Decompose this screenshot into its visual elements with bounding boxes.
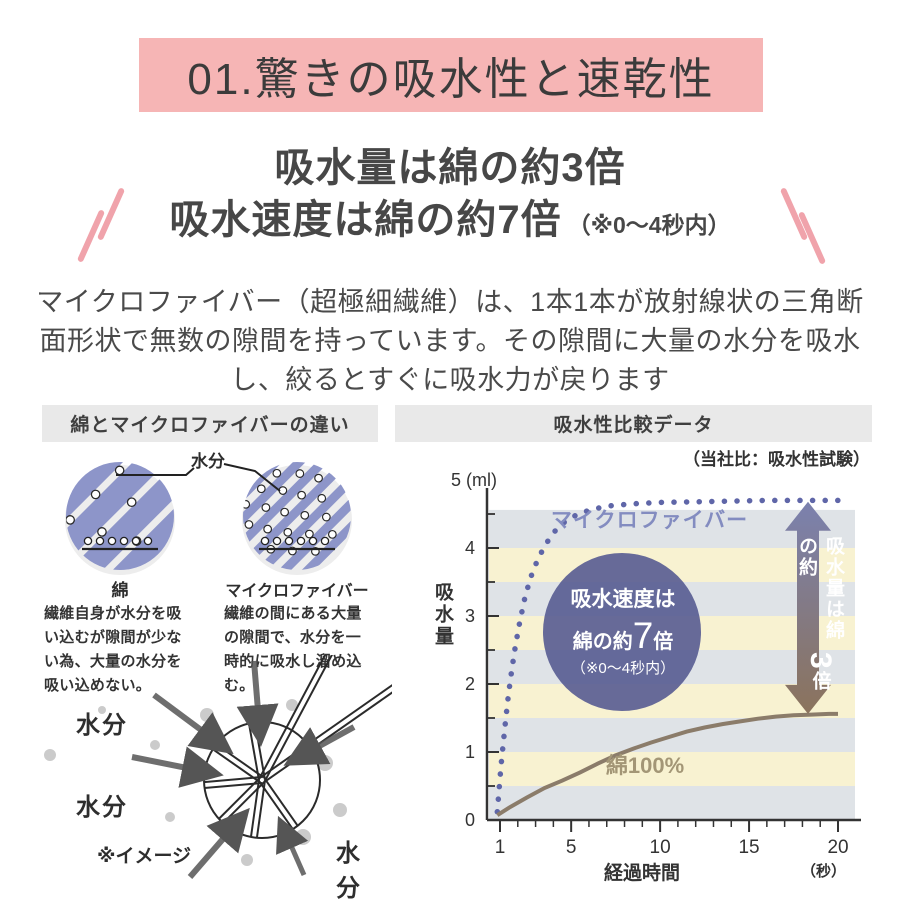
moisture-label-3: 水分: [336, 840, 362, 902]
speed-callout-line2-post: 倍: [653, 631, 674, 654]
headline-block: 吸水量は綿の約3倍 吸水速度は綿の約7倍 （※0〜4秒内）: [0, 142, 900, 246]
y-tick-label: 3: [465, 606, 475, 626]
headline-line1: 吸水量は綿の約3倍: [274, 146, 626, 190]
headline-note: （※0〜4秒内）: [567, 212, 731, 238]
water-arrows: [131, 660, 356, 879]
section-banner: 01.驚きの吸水性と速乾性: [139, 38, 763, 112]
fiber-difference-header: 綿とマイクロファイバーの違い: [42, 405, 378, 442]
fiber-difference-header-label: 綿とマイクロファイバーの違い: [70, 415, 350, 436]
legend-cotton: 綿100%: [605, 753, 685, 778]
x-axis-title: 経過時間: [603, 863, 680, 884]
x-axis-unit: （秒）: [801, 863, 847, 880]
volume-arrow: [785, 501, 831, 714]
absorbency-data-header: 吸水性比較データ: [395, 405, 872, 442]
section-title: 01.驚きの吸水性と速乾性: [187, 55, 715, 104]
x-tick-label: 20: [827, 837, 848, 858]
fiber-cross-section-figure: 水分 綿 マイクロファイバー: [65, 451, 369, 600]
cotton-title: 綿: [112, 580, 129, 600]
chart-stripe: [489, 786, 855, 820]
legend-microfiber: マイクロファイバー: [551, 509, 749, 532]
x-tick-label: 1: [495, 837, 506, 858]
cotton-droplet-row: [83, 536, 153, 546]
speed-callout-circle: [543, 553, 701, 711]
volume-arrow-label: 吸水量は綿の約 3 倍: [796, 536, 844, 692]
x-tick-label: 5: [566, 837, 577, 858]
image-disclaimer: ※イメージ: [97, 846, 192, 867]
y-axis-title: 吸水量: [432, 582, 453, 648]
y-max-unit-label: 5 (ml): [451, 470, 497, 490]
fiber-absorption-diagram: [44, 655, 392, 879]
speed-callout-line2-pre: 綿の約: [572, 631, 633, 654]
y-tick-label: 1: [465, 742, 475, 762]
headline-line2: 吸水速度は綿の約7倍: [169, 198, 562, 242]
fiber-difference-panel: 綿とマイクロファイバーの違い: [42, 405, 392, 902]
chart-stripe: [489, 752, 855, 786]
moisture-label-1: 水分: [76, 712, 128, 739]
moisture-label: 水分: [191, 451, 225, 471]
absorbency-data-header-label: 吸水性比較データ: [553, 415, 714, 436]
speed-callout-line2-big: 7: [632, 615, 654, 657]
microfiber-title: マイクロファイバー: [225, 582, 368, 600]
moisture-label-2: 水分: [76, 794, 128, 821]
volume-arrow-label-pre: 吸水量は綿の約: [796, 536, 844, 641]
fiber-circle: [203, 655, 392, 839]
x-tick-label: 15: [738, 837, 759, 858]
intro-paragraph: マイクロファイバー（超極細繊維）は、1本1本が放射線状の三角断面形状で無数の隙間…: [36, 287, 864, 396]
y-tick-label: 2: [465, 674, 475, 694]
y-tick-label: 0: [465, 810, 475, 830]
cotton-cross-section-icon: [65, 462, 175, 575]
speed-callout: 吸水速度は 綿の約7倍 （※0〜4秒内）: [535, 587, 711, 678]
x-tick-label: 10: [650, 837, 671, 858]
volume-arrow-label-big: 3: [804, 652, 837, 671]
speed-callout-line1: 吸水速度は: [570, 588, 676, 611]
y-tick-label: 4: [465, 538, 475, 558]
microfiber-droplet-row: [260, 536, 330, 546]
series-cotton: [496, 711, 838, 817]
cotton-description: 繊維自身が水分を吸い込むが隙間が少ない為、大量の水分を吸い込めない。: [44, 605, 182, 694]
moisture-connector-lines: [116, 463, 281, 492]
volume-arrow-label-post: 倍: [809, 671, 831, 692]
speed-callout-line3: （※0〜4秒内）: [570, 659, 676, 677]
chart-source-note: （当社比：吸水性試験）: [683, 450, 870, 469]
microfiber-cross-section-icon: [242, 462, 352, 575]
